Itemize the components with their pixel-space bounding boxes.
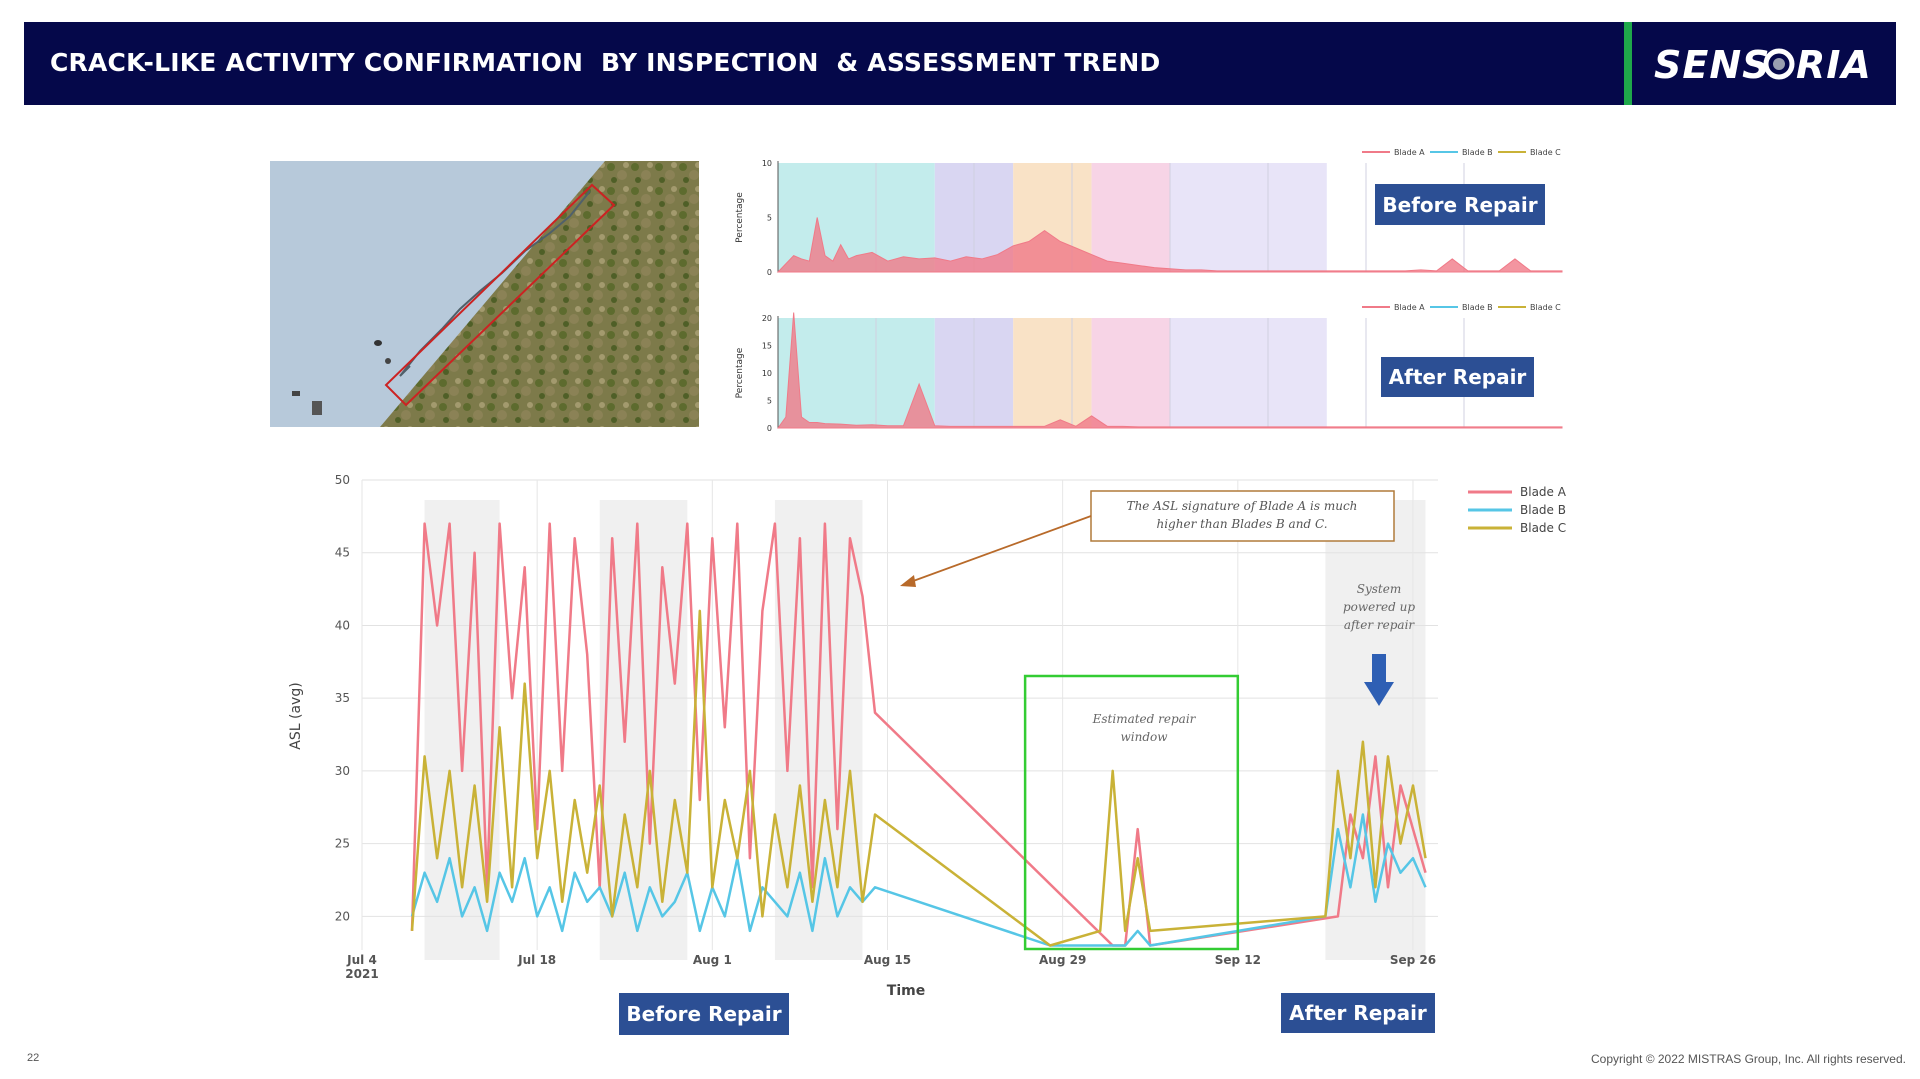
after-repair-label-top: After Repair [1381, 357, 1534, 397]
blade-mark [292, 391, 300, 396]
y-tick-label: 25 [335, 837, 350, 851]
x-tick-label: Jul 18 [517, 953, 556, 967]
blade-crack-photo-icon [270, 161, 699, 427]
blade-mark [374, 340, 382, 346]
chart-legend: Blade A Blade B Blade C [1468, 485, 1567, 535]
logo-o-center [1773, 58, 1785, 70]
after-repair-label-bottom: After Repair [1281, 993, 1435, 1033]
chart-shaded-periods [424, 500, 1426, 960]
sensoria-logo: SENS RIA [1654, 38, 1884, 90]
copyright-text: Copyright © 2022 MISTRAS Group, Inc. All… [1591, 1052, 1906, 1066]
system-note-line: System [1357, 582, 1401, 596]
y-tick-label: 40 [335, 618, 350, 632]
page-title: CRACK-LIKE ACTIVITY CONFIRMATION BY INSP… [50, 48, 1161, 77]
repair-window-box [1023, 674, 1240, 951]
x-tick-label: Aug 15 [864, 953, 911, 967]
y-tick-label: 20 [335, 909, 350, 923]
sensoria-logo-wordmark: SENS [1654, 43, 1771, 87]
down-arrow-icon-head [1364, 682, 1394, 706]
series-line [410, 609, 1427, 947]
repair-window-line-1: Estimated repair [1092, 712, 1197, 726]
asl-note-line-2: higher than Blades B and C. [1156, 517, 1327, 531]
system-note-line: powered up [1343, 600, 1415, 614]
legend-label: Blade C [1520, 521, 1566, 535]
chart-annotations: The ASL signature of Blade A is much high… [900, 490, 1416, 951]
system-note-line: after repair [1344, 618, 1416, 632]
header-bar: CRACK-LIKE ACTIVITY CONFIRMATION BY INSP… [24, 22, 1896, 105]
sensoria-logo-wordmark-end: RIA [1796, 43, 1872, 87]
blade-mark [312, 401, 322, 415]
asl-note-arrowhead [900, 575, 916, 587]
y-axis-label: ASL (avg) [288, 682, 304, 749]
header-accent-stripe [1624, 22, 1632, 105]
chart-series [410, 522, 1427, 947]
logo-o-ring [1763, 48, 1795, 80]
blade-crack-photo [270, 161, 699, 427]
asl-note-line-1: The ASL signature of Blade A is much [1127, 499, 1358, 513]
down-arrow-icon [1372, 654, 1386, 684]
blade-surface [270, 161, 605, 427]
x-axis-label: Time [887, 983, 925, 999]
legend-label: Blade A [1520, 485, 1567, 499]
y-tick-label: 45 [335, 546, 350, 560]
legend-label: Blade B [1520, 503, 1566, 517]
asl-note-box [1090, 490, 1395, 542]
y-tick-label: 50 [335, 473, 350, 487]
blade-mark [385, 358, 391, 364]
crack-highlight-box [384, 183, 616, 407]
y-tick-label: 35 [335, 691, 350, 705]
x-tick-label: Aug 1 [693, 953, 732, 967]
before-repair-label-bottom: Before Repair [619, 993, 789, 1035]
sensoria-logo-graphic: SENS RIA [1654, 43, 1872, 87]
repair-window-line-2: window [1120, 730, 1168, 744]
x-tick-label: Aug 29 [1039, 953, 1086, 967]
x-tick-label: Jul 4 [346, 953, 377, 967]
y-tick-label: 30 [335, 764, 350, 778]
x-tick-label: Sep 12 [1215, 953, 1261, 967]
before-repair-label-top: Before Repair [1375, 184, 1545, 225]
x-tick-label: Sep 26 [1390, 953, 1436, 967]
page-number: 22 [27, 1052, 40, 1064]
asl-note-arrow [904, 515, 1092, 585]
x-tick-sublabel: 2021 [345, 967, 378, 981]
